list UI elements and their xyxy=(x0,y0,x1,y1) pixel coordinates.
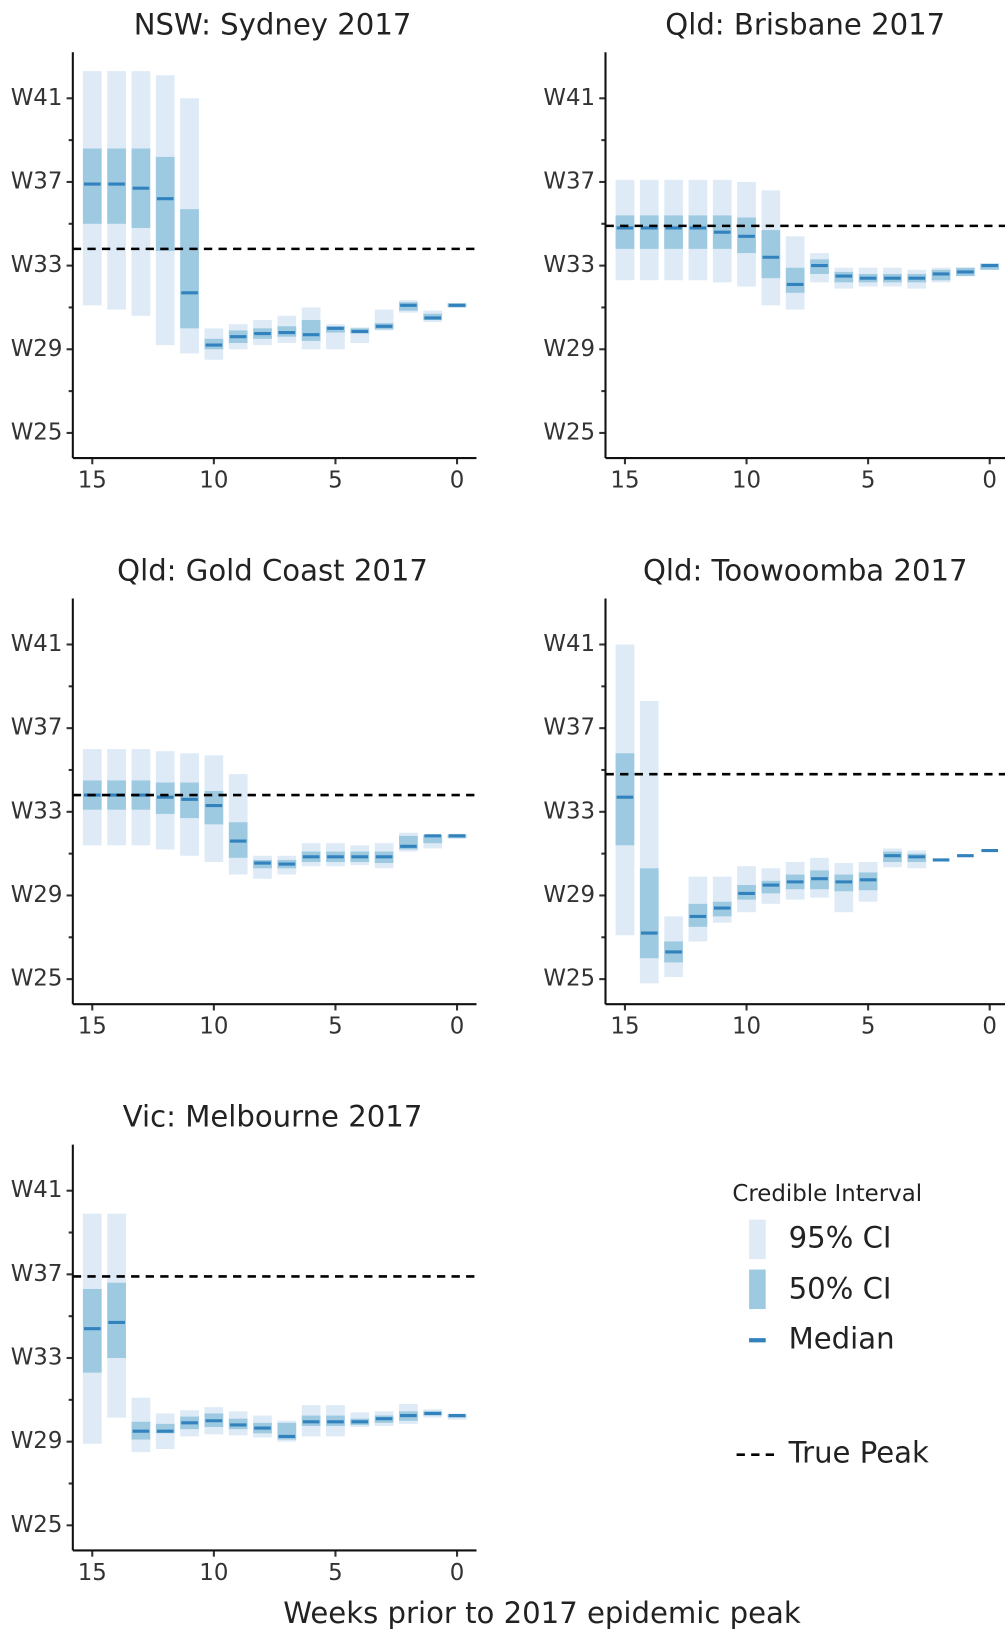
y-tick-label: W37 xyxy=(11,715,63,741)
y-tick-label: W33 xyxy=(543,252,595,278)
panel-title: NSW: Sydney 2017 xyxy=(134,7,412,41)
ci50-bar xyxy=(639,868,659,959)
y-tick-label: W41 xyxy=(11,1177,63,1203)
x-tick-label: 15 xyxy=(78,1560,107,1586)
y-tick-label: W29 xyxy=(543,882,595,908)
x-tick-label: 5 xyxy=(861,467,876,493)
ci50-bar xyxy=(107,1282,126,1359)
y-tick-label: W33 xyxy=(11,252,63,278)
x-tick-label: 5 xyxy=(861,1014,876,1040)
x-tick-label: 15 xyxy=(610,1014,639,1040)
ci50-bar xyxy=(639,215,659,249)
y-tick-label: W25 xyxy=(11,419,63,445)
y-tick-label: W33 xyxy=(11,1345,63,1371)
x-tick-label: 0 xyxy=(982,1014,997,1040)
x-tick-label: 10 xyxy=(732,1014,761,1040)
legend-swatch xyxy=(749,1219,766,1260)
x-axis-label: Weeks prior to 2017 epidemic peak xyxy=(283,1596,801,1630)
y-tick-label: W33 xyxy=(543,798,595,824)
panel-title: Qld: Gold Coast 2017 xyxy=(117,553,428,587)
legend-label: 50% CI xyxy=(789,1271,892,1305)
x-tick-label: 5 xyxy=(328,1560,343,1586)
panel-title: Qld: Brisbane 2017 xyxy=(665,7,945,41)
x-tick-label: 5 xyxy=(328,467,343,493)
x-tick-label: 15 xyxy=(78,467,107,493)
x-tick-label: 10 xyxy=(199,1560,228,1586)
ci50-bar xyxy=(155,156,175,251)
y-tick-label: W41 xyxy=(543,631,595,657)
panel-title: Qld: Toowoomba 2017 xyxy=(643,553,968,587)
ci50-bar xyxy=(155,1423,175,1434)
y-tick-label: W41 xyxy=(11,85,63,111)
y-tick-label: W29 xyxy=(11,882,63,908)
ci50-bar xyxy=(423,834,443,844)
y-tick-label: W33 xyxy=(11,798,63,824)
x-tick-label: 15 xyxy=(78,1014,107,1040)
y-tick-label: W29 xyxy=(11,1428,63,1454)
ci50-bar xyxy=(615,215,635,249)
y-tick-label: W41 xyxy=(11,631,63,657)
panel-title: Vic: Melbourne 2017 xyxy=(123,1100,423,1134)
y-tick-label: W37 xyxy=(543,168,595,194)
x-tick-label: 5 xyxy=(328,1014,343,1040)
y-tick-label: W25 xyxy=(543,419,595,445)
legend-title: Credible Interval xyxy=(732,1181,922,1207)
y-tick-label: W29 xyxy=(543,336,595,362)
x-tick-label: 0 xyxy=(982,467,997,493)
ci50-bar xyxy=(858,872,878,891)
ci50-bar xyxy=(761,230,781,279)
ci50-bar xyxy=(107,148,126,224)
x-tick-label: 10 xyxy=(199,1014,228,1040)
x-tick-label: 0 xyxy=(450,1014,465,1040)
ci50-bar xyxy=(301,319,321,341)
ci50-bar xyxy=(82,1288,102,1373)
y-tick-label: W25 xyxy=(543,966,595,992)
y-tick-label: W25 xyxy=(11,966,63,992)
ci50-bar xyxy=(204,790,224,825)
legend-label: Median xyxy=(789,1321,895,1355)
legend-label: 95% CI xyxy=(789,1220,892,1254)
x-tick-label: 0 xyxy=(450,467,465,493)
x-tick-label: 10 xyxy=(199,467,228,493)
ci50-bar xyxy=(688,215,708,249)
x-tick-label: 10 xyxy=(732,467,761,493)
ci50-bar xyxy=(615,753,635,846)
ci50-bar xyxy=(761,880,781,894)
x-tick-label: 15 xyxy=(610,467,639,493)
y-tick-label: W25 xyxy=(11,1512,63,1538)
y-tick-label: W37 xyxy=(543,715,595,741)
legend-label: True Peak xyxy=(788,1436,929,1470)
ci50-bar xyxy=(82,148,102,224)
ci50-bar xyxy=(180,209,199,329)
ci50-bar xyxy=(785,267,805,293)
y-tick-label: W29 xyxy=(11,336,63,362)
legend-swatch xyxy=(749,1269,766,1310)
y-tick-label: W41 xyxy=(543,85,595,111)
ci50-bar xyxy=(664,215,683,249)
x-tick-label: 0 xyxy=(450,1560,465,1586)
y-tick-label: W37 xyxy=(11,1261,63,1287)
y-tick-label: W37 xyxy=(11,168,63,194)
